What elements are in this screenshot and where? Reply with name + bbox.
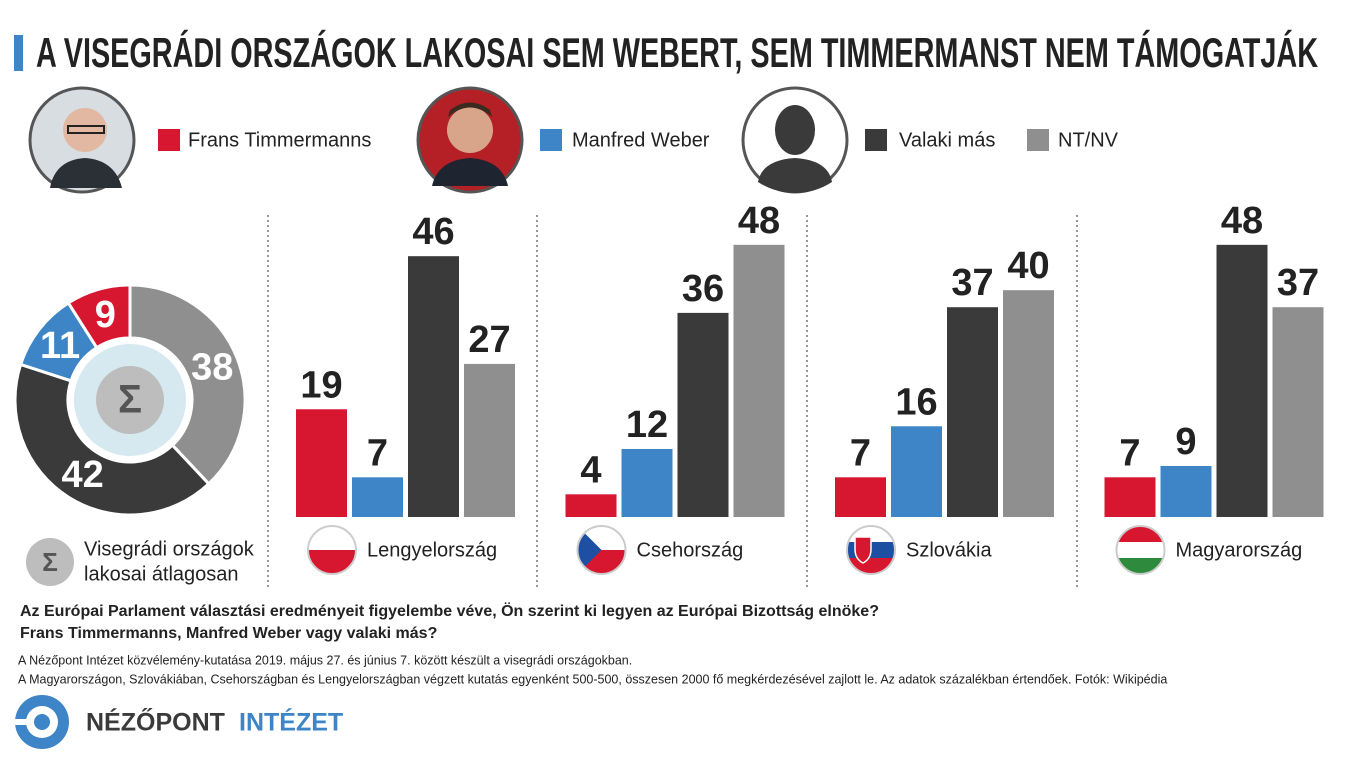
bar-value-label: 36 xyxy=(682,268,724,310)
legend-swatch xyxy=(158,129,180,151)
note-line: A Magyarországon, Szlovákiában, Csehorsz… xyxy=(18,672,1167,686)
donut-value-label: 38 xyxy=(191,346,233,388)
donut-caption: lakosai átlagosan xyxy=(84,563,239,585)
bar xyxy=(891,426,942,517)
bar-value-label: 48 xyxy=(738,200,780,242)
legend-swatch xyxy=(1027,129,1049,151)
question-line: Az Európai Parlament választási eredmény… xyxy=(20,601,879,620)
bar xyxy=(352,477,403,517)
photo-weber xyxy=(416,86,524,194)
donut-center-label: Σ xyxy=(118,378,142,422)
donut-segment xyxy=(128,283,247,486)
bar-value-label: 7 xyxy=(1119,432,1140,474)
flag-ring xyxy=(1115,525,1166,575)
bar xyxy=(408,256,459,517)
flag-shield xyxy=(854,536,872,564)
bar xyxy=(677,312,729,517)
legend-swatch xyxy=(865,129,887,151)
logo-text: INTÉZET xyxy=(239,708,343,737)
bar-value-label: 7 xyxy=(850,432,871,474)
bar xyxy=(1160,465,1212,517)
bar-value-label: 16 xyxy=(895,381,937,423)
bar xyxy=(621,448,673,517)
bar-value-label: 9 xyxy=(1175,421,1196,463)
logo-text: NÉZŐPONT xyxy=(86,708,225,737)
flag-triangle xyxy=(577,526,602,574)
legend-label: Valaki más xyxy=(899,129,995,151)
country-label: Csehország xyxy=(637,539,744,561)
photo-silhouette xyxy=(741,86,849,194)
legend-label: NT/NV xyxy=(1058,129,1119,151)
bar xyxy=(464,363,515,517)
donut-value-label: 11 xyxy=(40,325,80,367)
bar-value-label: 12 xyxy=(626,404,668,446)
bar xyxy=(1104,477,1156,517)
donut-segment xyxy=(13,362,211,517)
donut-value-label: 9 xyxy=(95,294,116,336)
logo-icon xyxy=(15,695,69,749)
bar xyxy=(1216,244,1268,517)
bar xyxy=(565,494,617,517)
donut-center xyxy=(96,366,164,434)
question-line: Frans Timmermanns, Manfred Weber vagy va… xyxy=(20,625,437,642)
flag-ring xyxy=(846,525,896,575)
country-label: Lengyelország xyxy=(367,539,497,561)
flag-ring xyxy=(576,525,627,575)
donut-caption: Visegrádi országok xyxy=(84,538,255,560)
bar-value-label: 37 xyxy=(951,262,993,304)
bar-value-label: 27 xyxy=(468,319,510,361)
sigma-icon xyxy=(26,538,74,586)
donut-segment xyxy=(66,283,132,350)
flag-stripe xyxy=(1116,542,1165,559)
legend-swatch xyxy=(540,129,562,151)
bar xyxy=(296,409,347,517)
bar xyxy=(947,307,998,517)
sigma-icon-label: Σ xyxy=(42,547,58,577)
bar xyxy=(835,477,886,517)
country-label: Szlovákia xyxy=(906,539,992,561)
flag-ring xyxy=(307,525,357,575)
bar xyxy=(733,244,785,517)
note-line: A Nézőpont Intézet közvélemény-kutatása … xyxy=(18,653,632,667)
bar xyxy=(1272,307,1324,517)
bar-value-label: 46 xyxy=(412,211,454,253)
photo-timmermanns xyxy=(28,86,136,194)
bar-value-label: 40 xyxy=(1007,245,1049,287)
bar-value-label: 4 xyxy=(580,449,601,491)
bar-value-label: 37 xyxy=(1277,262,1319,304)
title-accent xyxy=(14,35,23,71)
donut-value-label: 42 xyxy=(61,454,103,496)
bar xyxy=(1003,290,1054,517)
bar-value-label: 48 xyxy=(1221,200,1263,242)
bar-value-label: 7 xyxy=(367,432,388,474)
bar-value-label: 19 xyxy=(300,364,342,406)
country-label: Magyarország xyxy=(1176,539,1303,561)
legend-label: Frans Timmermanns xyxy=(188,129,371,151)
legend-label: Manfred Weber xyxy=(572,129,710,151)
title: A VISEGRÁDI ORSZÁGOK LAKOSAI SEM WEBERT,… xyxy=(36,29,1318,76)
